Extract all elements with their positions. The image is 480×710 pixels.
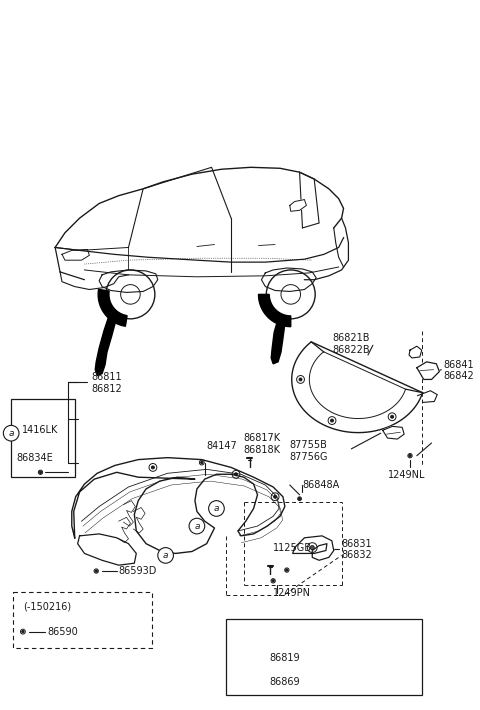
Circle shape <box>231 621 245 635</box>
Circle shape <box>106 270 155 319</box>
Text: 86593D: 86593D <box>119 566 157 576</box>
Text: 87755B: 87755B <box>290 440 328 450</box>
Polygon shape <box>293 536 334 560</box>
Circle shape <box>299 498 300 500</box>
Circle shape <box>243 677 245 679</box>
Text: 86822B: 86822B <box>333 345 370 355</box>
Polygon shape <box>241 681 246 685</box>
Text: 86841: 86841 <box>443 360 474 370</box>
Circle shape <box>274 496 276 498</box>
Circle shape <box>158 547 173 563</box>
Polygon shape <box>98 290 127 327</box>
Polygon shape <box>292 342 422 432</box>
Circle shape <box>235 473 238 476</box>
Text: a: a <box>214 504 219 513</box>
Circle shape <box>152 466 155 469</box>
Text: 86821B: 86821B <box>333 334 370 344</box>
Polygon shape <box>271 319 285 364</box>
Circle shape <box>209 501 224 516</box>
Text: 1125GB: 1125GB <box>273 542 312 552</box>
Circle shape <box>189 518 205 534</box>
Text: 84147: 84147 <box>207 441 238 451</box>
Circle shape <box>299 378 302 381</box>
Text: 86819: 86819 <box>269 653 300 663</box>
Text: a: a <box>9 429 14 437</box>
Polygon shape <box>409 346 422 358</box>
Circle shape <box>331 419 334 422</box>
Text: a: a <box>163 551 168 560</box>
Polygon shape <box>290 200 306 212</box>
Bar <box>226 619 422 695</box>
Text: 86817K: 86817K <box>244 433 281 443</box>
Text: 86590: 86590 <box>48 627 78 637</box>
Text: 1416LK: 1416LK <box>22 425 59 435</box>
Text: a: a <box>194 522 200 530</box>
Text: a: a <box>235 623 240 632</box>
Text: 1249PN: 1249PN <box>273 588 311 598</box>
Circle shape <box>286 569 288 572</box>
Polygon shape <box>383 427 404 439</box>
Circle shape <box>95 570 97 572</box>
Text: 86812: 86812 <box>91 384 122 394</box>
Text: 86832: 86832 <box>342 550 372 560</box>
Polygon shape <box>72 458 285 554</box>
Text: 86842: 86842 <box>443 371 474 381</box>
Polygon shape <box>78 534 136 565</box>
Circle shape <box>3 425 19 441</box>
Circle shape <box>391 415 394 418</box>
Text: 1249NL: 1249NL <box>388 470 426 480</box>
Text: 87756G: 87756G <box>290 452 328 462</box>
Text: 86848A: 86848A <box>302 480 340 490</box>
Text: 86818K: 86818K <box>244 445 281 455</box>
Text: 86869: 86869 <box>269 677 300 687</box>
Circle shape <box>39 471 42 474</box>
Circle shape <box>266 270 315 319</box>
Polygon shape <box>95 316 116 376</box>
Polygon shape <box>417 362 439 379</box>
Bar <box>11 399 75 477</box>
Circle shape <box>22 630 24 633</box>
Circle shape <box>310 545 314 550</box>
Text: 86834E: 86834E <box>16 453 53 463</box>
Text: 86811: 86811 <box>91 373 122 383</box>
Circle shape <box>272 579 275 582</box>
Text: 86831: 86831 <box>342 539 372 549</box>
Polygon shape <box>259 295 291 327</box>
Circle shape <box>409 454 411 457</box>
Text: (-150216): (-150216) <box>23 601 71 611</box>
Circle shape <box>201 462 203 464</box>
